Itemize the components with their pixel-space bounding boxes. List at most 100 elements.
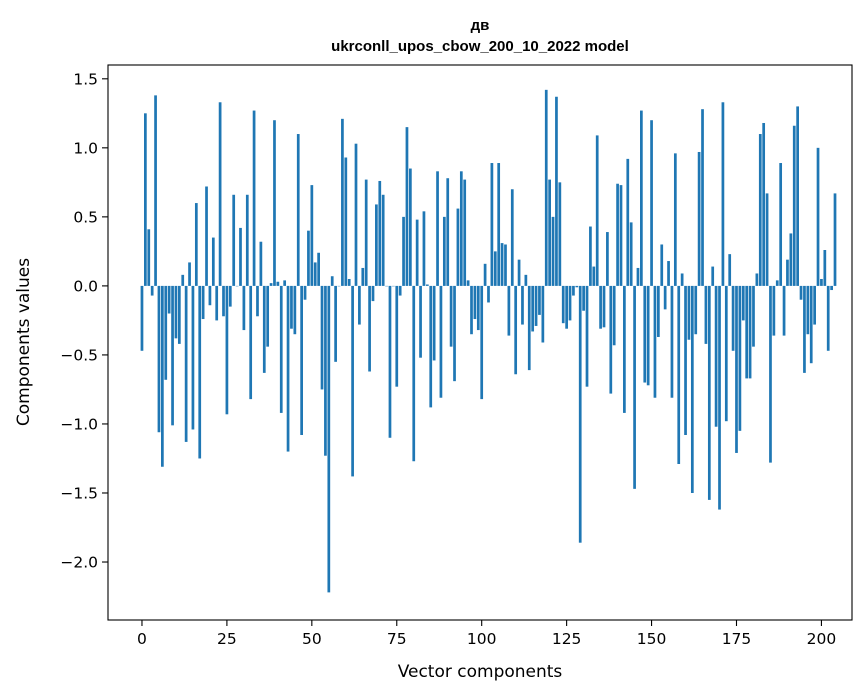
bar xyxy=(415,219,419,286)
bar xyxy=(242,285,246,331)
bar xyxy=(731,285,735,351)
bar xyxy=(775,280,779,286)
bar xyxy=(320,285,324,390)
bar xyxy=(741,285,745,321)
bar xyxy=(483,263,487,286)
y-tick-label: −1.0 xyxy=(60,415,98,433)
chart-subtitle: ukrconll_upos_cbow_200_10_2022 model xyxy=(331,38,629,55)
bar xyxy=(782,285,786,336)
y-tick-label: 1.5 xyxy=(73,70,98,88)
bar xyxy=(425,284,429,286)
bar xyxy=(826,285,830,351)
bar xyxy=(171,285,174,426)
bar xyxy=(167,285,171,314)
bar xyxy=(745,285,749,379)
x-axis-label: Vector components xyxy=(398,662,563,682)
bar xyxy=(789,233,793,286)
bar xyxy=(211,237,215,286)
bar xyxy=(398,285,402,296)
bar xyxy=(711,266,715,286)
bar xyxy=(551,216,555,286)
bar xyxy=(293,285,297,335)
bar xyxy=(830,285,833,291)
bar xyxy=(205,186,208,286)
bar xyxy=(256,285,259,317)
bar xyxy=(161,285,164,467)
bar xyxy=(252,110,256,286)
bar xyxy=(799,285,803,300)
bar xyxy=(803,285,806,373)
x-tick-label: 100 xyxy=(467,630,497,648)
bar xyxy=(673,153,677,286)
bar xyxy=(395,285,399,387)
bar xyxy=(504,244,507,286)
bar xyxy=(303,285,307,300)
bar xyxy=(184,285,188,442)
bar xyxy=(347,278,351,286)
x-axis: 0 25 50 75 100 125 150 175 200 xyxy=(137,620,836,648)
bar xyxy=(371,285,375,302)
bar xyxy=(375,204,378,286)
bar xyxy=(405,127,409,286)
bar xyxy=(653,285,657,398)
bar xyxy=(697,151,701,286)
bar xyxy=(796,106,799,286)
bar xyxy=(568,285,572,321)
bar xyxy=(324,285,327,456)
bar xyxy=(609,285,613,394)
bar xyxy=(201,285,205,320)
bar xyxy=(657,285,660,337)
bar xyxy=(578,285,582,543)
bar xyxy=(626,158,630,286)
bar xyxy=(245,194,249,286)
bar xyxy=(748,285,752,379)
bar xyxy=(181,274,185,286)
bar xyxy=(222,285,225,317)
bar xyxy=(188,262,191,286)
y-axis-label: Components values xyxy=(14,258,34,426)
bar xyxy=(463,179,467,286)
bar xyxy=(266,285,270,347)
bar xyxy=(283,280,287,286)
bar xyxy=(459,171,463,286)
bar xyxy=(402,216,405,286)
bar xyxy=(273,120,276,286)
bar xyxy=(429,285,433,408)
bar xyxy=(531,285,535,332)
bar xyxy=(341,118,344,286)
bar xyxy=(439,285,443,398)
bar xyxy=(225,285,229,415)
bar xyxy=(786,259,789,286)
bar xyxy=(436,171,439,286)
bar xyxy=(259,241,263,286)
bar xyxy=(480,285,484,400)
bar xyxy=(334,285,337,362)
bar xyxy=(497,163,501,286)
bar xyxy=(541,285,545,343)
bar xyxy=(809,285,813,364)
bar xyxy=(388,285,392,438)
bar xyxy=(527,285,531,371)
y-tick-label: 0.5 xyxy=(73,208,98,226)
bar xyxy=(473,285,477,320)
bar xyxy=(585,285,589,387)
bar xyxy=(368,285,371,372)
y-tick-label: −0.5 xyxy=(60,346,98,364)
bar xyxy=(449,285,453,347)
bar xyxy=(690,285,694,493)
bar xyxy=(317,252,320,286)
bar xyxy=(174,285,178,339)
x-tick-label: 75 xyxy=(387,630,407,648)
bar xyxy=(466,280,470,286)
bar xyxy=(249,285,253,400)
bar xyxy=(680,273,684,286)
plot-frame xyxy=(107,64,853,621)
bar xyxy=(735,285,738,453)
bar xyxy=(521,285,524,325)
bar xyxy=(636,267,640,286)
bar xyxy=(660,244,664,286)
bar xyxy=(476,285,480,331)
bar xyxy=(721,102,725,286)
bar xyxy=(650,120,653,286)
